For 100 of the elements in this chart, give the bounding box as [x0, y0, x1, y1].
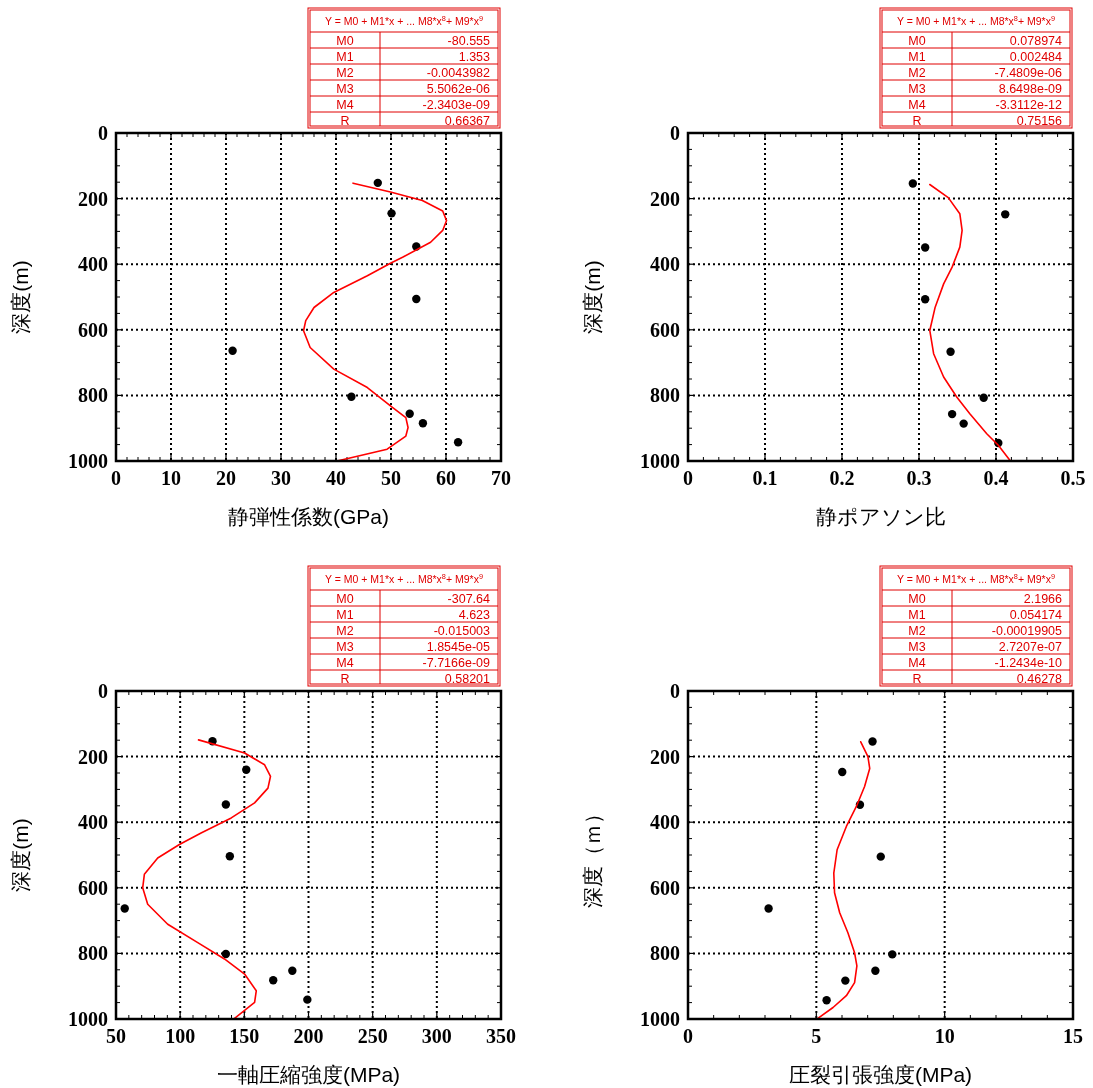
- point: [920, 243, 930, 252]
- text: M1: [336, 50, 354, 64]
- point: [453, 438, 463, 447]
- point: [908, 179, 918, 188]
- text: -7.7166e-09: [422, 656, 491, 670]
- text: Y = M0 + M1*x + ... M8*x$^{8}$+ M9*x$^{9}$: [325, 571, 483, 585]
- y-tick-label: 1000: [640, 450, 680, 472]
- point: [405, 409, 414, 418]
- text: M0: [908, 592, 926, 606]
- y-axis-title: 深度(m): [581, 260, 604, 334]
- point: [347, 392, 356, 401]
- y-tick-label: 200: [78, 745, 108, 768]
- x-axis-title: 圧裂引張強度(MPa): [788, 1063, 973, 1086]
- text: Y = M0 + M1*x + ... M8*x$^{8}$+ M9*x$^{9}$: [897, 13, 1055, 27]
- text: 5.5062e-06: [426, 82, 491, 96]
- y-axis-title: 深度(m): [9, 260, 32, 334]
- text: 2.7207e-07: [998, 640, 1063, 654]
- point: [120, 904, 129, 913]
- y-tick-label: 0: [98, 122, 108, 144]
- text: 1.353: [458, 50, 491, 64]
- x-tick-label: 0.1: [752, 467, 778, 489]
- text: M4: [908, 98, 926, 112]
- line-series: [928, 183, 1011, 461]
- x-tick-label: 0.2: [829, 467, 855, 489]
- x-tick-label: 350: [486, 1025, 516, 1047]
- y-tick-label: 400: [650, 253, 680, 276]
- point: [242, 765, 251, 774]
- text: M3: [336, 640, 354, 654]
- point: [288, 966, 297, 975]
- x-tick-label: 150: [229, 1025, 260, 1047]
- y-tick-label: 400: [650, 811, 680, 834]
- x-tick-label: 15: [1063, 1025, 1083, 1047]
- y-tick-label: 600: [78, 876, 108, 899]
- text: R: [912, 114, 922, 128]
- text: M3: [908, 640, 926, 654]
- x-tick-label: 200: [293, 1025, 324, 1047]
- y-tick-label: 800: [650, 942, 680, 965]
- text: -1.2434e-10: [994, 656, 1063, 670]
- line-series: [817, 741, 871, 1019]
- y-tick-label: 1000: [68, 450, 108, 472]
- text: M2: [336, 66, 354, 80]
- x-tick-label: 40: [326, 467, 346, 489]
- y-tick-label: 600: [78, 318, 108, 341]
- y-tick-label: 200: [650, 187, 680, 210]
- x-axis-title: 静弾性係数(GPa): [227, 505, 390, 528]
- text: -0.00019905: [991, 624, 1063, 638]
- point: [225, 852, 235, 861]
- text: 1.8545e-05: [426, 640, 491, 654]
- text: 8.6498e-09: [998, 82, 1063, 96]
- y-axis-title: 深度(m): [9, 818, 32, 892]
- point: [979, 393, 988, 402]
- text: M2: [908, 624, 926, 638]
- text: -0.0043982: [426, 66, 491, 80]
- x-tick-label: 60: [436, 467, 456, 489]
- text: 0.75156: [1016, 114, 1063, 128]
- text: R: [912, 672, 922, 686]
- y-tick-label: 800: [78, 384, 108, 407]
- text: M2: [908, 66, 926, 80]
- text: 0.66367: [444, 114, 491, 128]
- text: -3.3112e-12: [995, 98, 1063, 112]
- y-tick-label: 800: [78, 942, 108, 965]
- x-tick-label: 300: [421, 1025, 452, 1047]
- point: [387, 209, 396, 218]
- text: 2.1966: [1023, 592, 1063, 606]
- text: M0: [908, 34, 926, 48]
- point: [871, 966, 880, 975]
- point: [947, 409, 957, 419]
- text: -80.555: [447, 34, 491, 48]
- y-tick-label: 0: [670, 680, 680, 702]
- x-tick-label: 5: [811, 1025, 822, 1047]
- point: [373, 178, 382, 188]
- point: [876, 852, 885, 861]
- y-tick-label: 1000: [640, 1008, 680, 1030]
- text: M1: [336, 608, 354, 622]
- text: 0.054174: [1009, 608, 1063, 622]
- point: [838, 767, 847, 777]
- x-tick-label: 0.4: [983, 467, 1009, 489]
- text: 0.46278: [1016, 672, 1063, 686]
- point: [822, 996, 831, 1005]
- text: M3: [336, 82, 354, 96]
- y-axis-title: 深度（ｍ）: [581, 802, 604, 908]
- point: [418, 419, 428, 428]
- y-tick-label: 1000: [68, 1008, 108, 1030]
- point: [841, 976, 850, 985]
- text: M1: [908, 608, 926, 622]
- point: [920, 295, 930, 304]
- line-series: [141, 739, 272, 1019]
- text: M2: [336, 624, 354, 638]
- x-tick-label: 100: [165, 1025, 196, 1047]
- text: M4: [336, 98, 354, 112]
- y-tick-label: 200: [650, 745, 680, 768]
- text: Y = M0 + M1*x + ... M8*x$^{8}$+ M9*x$^{9}$: [325, 13, 483, 27]
- y-tick-label: 400: [78, 811, 108, 834]
- text: R: [340, 672, 350, 686]
- text: R: [340, 114, 350, 128]
- y-tick-label: 200: [78, 187, 108, 210]
- point: [888, 950, 897, 959]
- point: [412, 294, 421, 304]
- x-tick-label: 0.5: [1060, 467, 1086, 489]
- point: [868, 737, 877, 746]
